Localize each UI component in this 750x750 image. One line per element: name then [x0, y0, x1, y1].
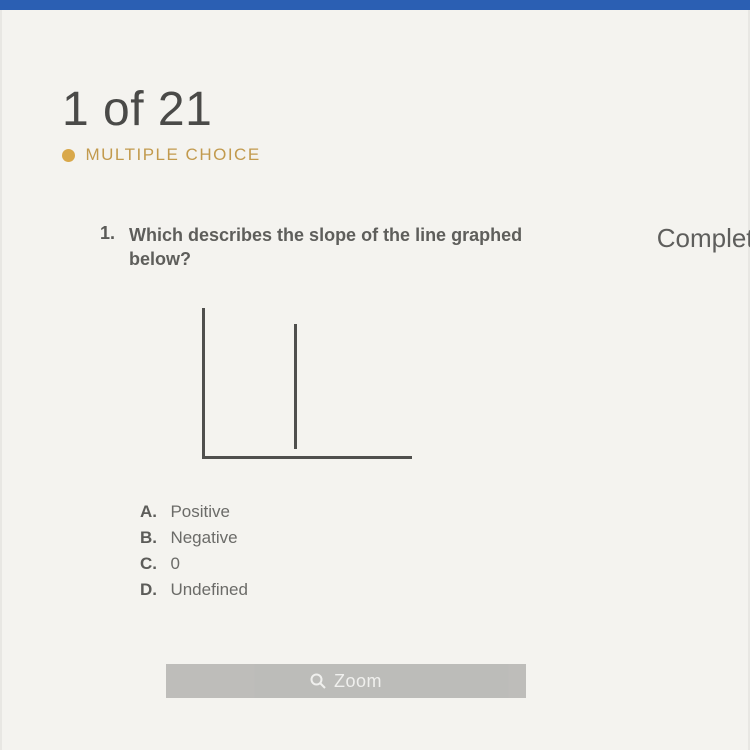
choice-b[interactable]: B. Negative [140, 528, 748, 548]
choice-c[interactable]: C. 0 [140, 554, 748, 574]
x-axis [202, 456, 412, 459]
answer-choices: A. Positive B. Negative C. 0 D. Undefine… [140, 502, 748, 600]
question-type-label: MULTIPLE CHOICE [85, 145, 260, 164]
zoom-button-inner: Zoom [310, 671, 382, 691]
plotted-vertical-line [294, 324, 297, 449]
choice-text: Positive [170, 502, 230, 521]
question-graph [202, 308, 422, 468]
question-text: Which describes the slope of the line gr… [129, 223, 549, 272]
window-titlebar [0, 0, 750, 10]
quiz-header: 1 of 21 MULTIPLE CHOICE [2, 10, 748, 165]
type-dot-icon [62, 149, 75, 162]
question-number: 1. [100, 223, 115, 272]
choice-letter: B. [140, 528, 166, 548]
question-type-row: MULTIPLE CHOICE [62, 145, 748, 165]
zoom-label: Zoom [334, 671, 382, 691]
choice-text: 0 [170, 554, 179, 573]
question-row: 1. Which describes the slope of the line… [100, 223, 748, 272]
choice-text: Undefined [170, 580, 248, 599]
search-icon [310, 666, 326, 700]
question-content: Complete 1. Which describes the slope of… [2, 165, 748, 600]
y-axis [202, 308, 205, 458]
choice-letter: C. [140, 554, 166, 574]
choice-a[interactable]: A. Positive [140, 502, 748, 522]
choice-letter: D. [140, 580, 166, 600]
zoom-button[interactable]: Zoom [166, 664, 526, 698]
quiz-page: 1 of 21 MULTIPLE CHOICE Complete 1. Whic… [2, 10, 748, 750]
choice-d[interactable]: D. Undefined [140, 580, 748, 600]
question-counter: 1 of 21 [62, 82, 748, 137]
complete-label: Complete [657, 223, 750, 254]
choice-letter: A. [140, 502, 166, 522]
choice-text: Negative [170, 528, 237, 547]
